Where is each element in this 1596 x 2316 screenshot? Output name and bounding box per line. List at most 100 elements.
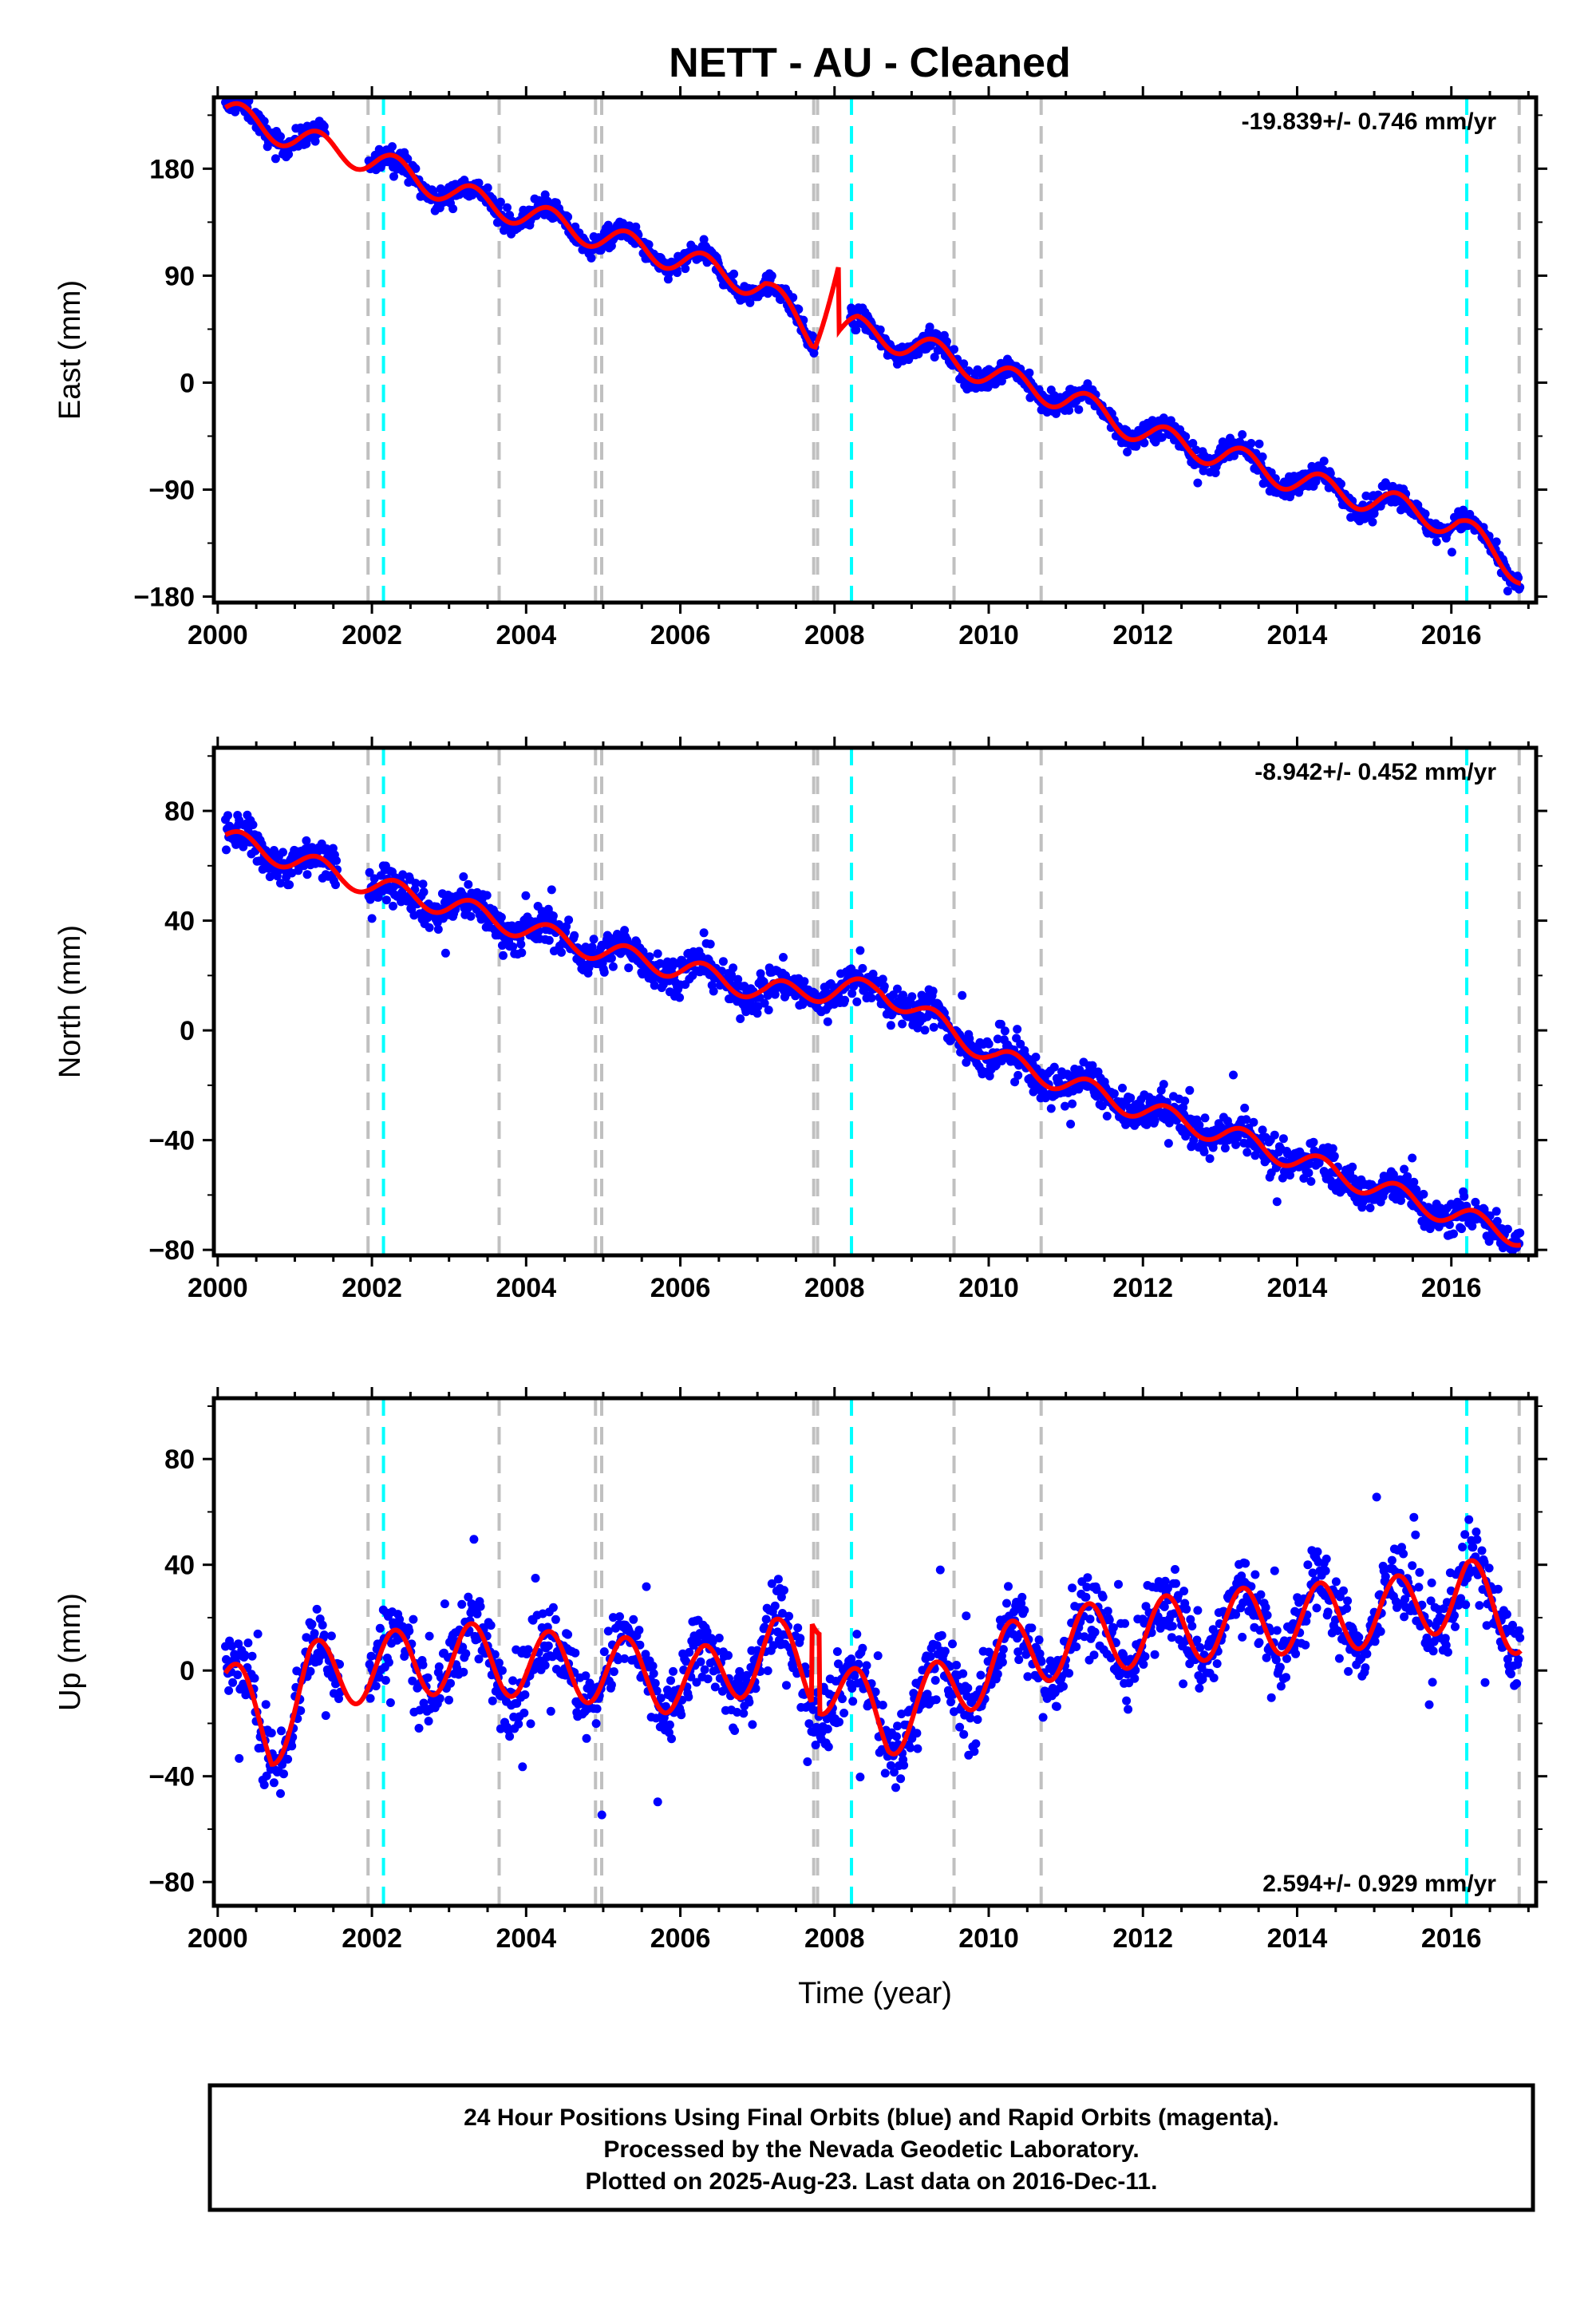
data-point	[239, 1679, 248, 1689]
data-point	[1242, 1148, 1252, 1157]
data-point	[1422, 1633, 1432, 1642]
data-point	[890, 1768, 899, 1777]
data-point	[582, 1733, 591, 1743]
data-point	[518, 1762, 527, 1772]
data-point	[1109, 1089, 1119, 1098]
data-point	[385, 1698, 395, 1707]
data-point	[858, 1643, 867, 1653]
data-point	[782, 1681, 791, 1690]
data-point	[1491, 1207, 1501, 1216]
data-point	[307, 1619, 317, 1629]
data-point	[1272, 1197, 1282, 1207]
data-point	[973, 1715, 982, 1725]
data-point	[408, 1676, 417, 1686]
data-point	[1443, 1647, 1452, 1657]
data-point	[592, 1704, 602, 1713]
data-point	[733, 974, 743, 984]
data-point	[1066, 1120, 1076, 1128]
data-point	[609, 1667, 618, 1677]
data-point	[1195, 1642, 1205, 1652]
data-point	[823, 1017, 832, 1026]
data-points-north	[221, 810, 1525, 1255]
data-point	[1193, 478, 1203, 488]
data-point	[222, 845, 231, 855]
data-point	[705, 939, 715, 949]
data-point	[1104, 1615, 1114, 1625]
data-point	[1254, 1638, 1264, 1647]
data-point	[375, 1623, 385, 1633]
data-point	[302, 1633, 311, 1642]
x-tick-label: 2002	[342, 1923, 402, 1954]
data-point	[1171, 1565, 1179, 1574]
data-point	[1000, 1026, 1009, 1036]
data-point	[1034, 1635, 1044, 1645]
x-tick-label: 2016	[1421, 620, 1482, 650]
x-tick-label: 2012	[1112, 1273, 1173, 1303]
data-point	[1049, 1062, 1059, 1072]
y-tick-label: 0	[180, 1656, 195, 1686]
data-point	[753, 1009, 762, 1018]
data-point	[472, 1609, 482, 1618]
data-point	[653, 1797, 662, 1807]
data-point	[388, 142, 397, 152]
data-point	[920, 1026, 930, 1035]
data-point	[277, 1726, 286, 1736]
data-point	[1426, 1596, 1436, 1606]
data-point	[1468, 1543, 1478, 1552]
data-point	[793, 1623, 803, 1633]
data-point	[1031, 1053, 1041, 1061]
data-point	[709, 986, 718, 996]
data-point	[1123, 447, 1132, 456]
data-point	[1035, 1649, 1045, 1658]
data-point	[1179, 1679, 1188, 1689]
data-point	[446, 1678, 455, 1688]
data-point	[1083, 1573, 1092, 1583]
data-point	[459, 872, 468, 881]
data-point	[1090, 1627, 1100, 1637]
y-tick-label: −80	[148, 1235, 195, 1266]
x-tick-label: 2016	[1421, 1923, 1482, 1954]
data-point	[1472, 1528, 1481, 1536]
data-point	[302, 870, 312, 879]
data-point	[1102, 1112, 1112, 1120]
data-point	[1484, 1563, 1494, 1573]
data-point	[966, 1713, 975, 1723]
data-point	[319, 1630, 329, 1640]
data-point	[1408, 1153, 1417, 1163]
data-point	[1400, 1164, 1409, 1174]
data-point	[1503, 1224, 1512, 1234]
data-point	[474, 178, 484, 188]
data-point	[1468, 1221, 1477, 1231]
data-point	[425, 1631, 434, 1641]
data-point	[332, 856, 341, 865]
x-tick-label: 2002	[342, 1273, 402, 1303]
data-point	[1072, 1642, 1081, 1651]
data-point	[835, 1717, 843, 1727]
data-point	[963, 1683, 973, 1693]
data-point	[1420, 509, 1430, 519]
data-point	[666, 1676, 675, 1686]
data-point	[1278, 1134, 1288, 1144]
data-point	[267, 1729, 276, 1737]
data-point	[1428, 1678, 1437, 1687]
data-point	[310, 1629, 319, 1638]
data-point	[1403, 1172, 1412, 1181]
data-point	[458, 1642, 468, 1652]
data-point	[1333, 1626, 1342, 1635]
data-point	[912, 1729, 922, 1738]
data-point	[589, 935, 598, 944]
data-point	[1512, 1679, 1522, 1688]
x-tick-label: 2000	[188, 1273, 248, 1303]
data-point	[684, 1692, 693, 1701]
data-point	[767, 1579, 776, 1588]
data-point	[235, 1753, 244, 1763]
data-point	[1415, 1567, 1424, 1577]
data-point	[748, 1720, 757, 1729]
data-point	[1231, 1140, 1241, 1149]
data-point	[1002, 1599, 1011, 1608]
data-point	[1238, 1632, 1247, 1642]
data-point	[514, 1719, 523, 1729]
data-point	[1502, 1610, 1511, 1619]
data-point	[381, 1676, 390, 1685]
data-point	[1188, 439, 1198, 448]
